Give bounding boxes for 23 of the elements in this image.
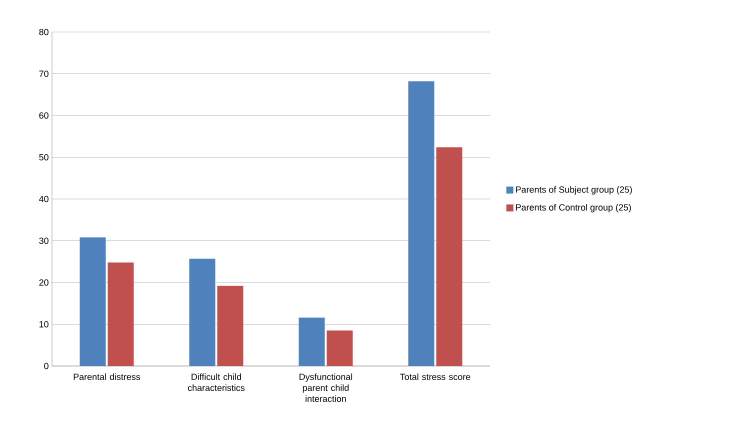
y-tick-label: 80 [39, 28, 48, 36]
legend-label: Parents of Control group (25) [516, 204, 631, 212]
bar [189, 258, 216, 366]
y-tick-label: 20 [39, 279, 48, 286]
y-tick-label: 30 [39, 238, 48, 244]
y-tick-label: 60 [39, 112, 48, 119]
y-tick-label: 70 [39, 70, 48, 77]
bar [298, 318, 325, 366]
y-tick-label: 40 [39, 196, 48, 202]
bar [436, 147, 462, 366]
y-tick-label: 10 [40, 321, 48, 328]
x-tick-label: Dysfunctional parent child interaction [300, 373, 352, 402]
bar [408, 81, 434, 366]
bar [217, 286, 244, 366]
x-tick-label: Difficult child characteristics [188, 373, 245, 391]
y-tick-label: 50 [39, 154, 48, 160]
x-tick-label: Total stress score [400, 373, 470, 380]
bar [326, 330, 353, 366]
bar [80, 237, 106, 366]
bar [108, 262, 134, 366]
y-tick-label: 0 [44, 362, 48, 370]
legend-label: Parents of Subject group (25) [516, 186, 632, 195]
x-tick-label: Parental distress [74, 373, 140, 380]
